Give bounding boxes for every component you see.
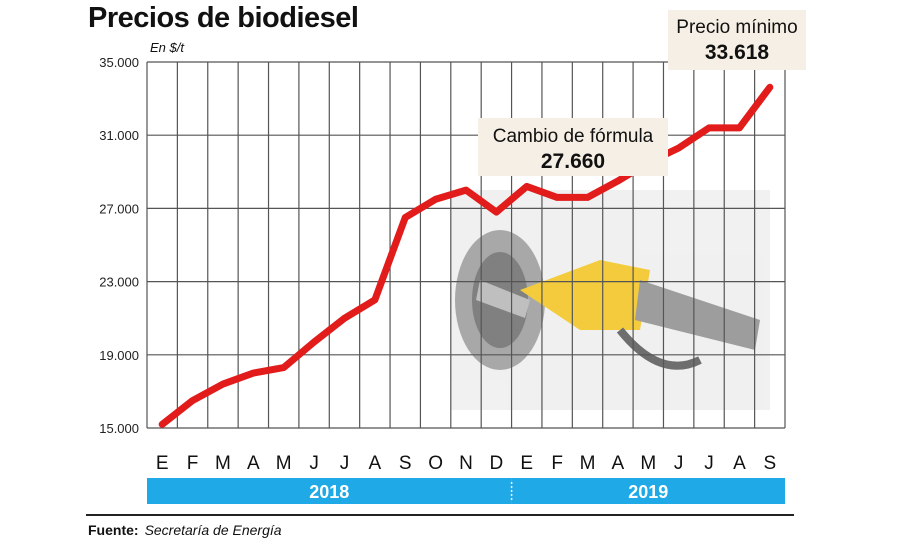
- annotation-box-formula-change: [478, 118, 668, 176]
- data-point: [493, 208, 500, 216]
- x-tick-label: J: [340, 453, 350, 474]
- chart-grid: [146, 61, 786, 429]
- data-point: [462, 186, 470, 194]
- x-tick-label: S: [763, 453, 776, 474]
- price-series: [158, 83, 774, 428]
- data-point: [371, 296, 379, 304]
- x-tick-label: O: [428, 453, 443, 474]
- data-point: [250, 369, 257, 377]
- y-tick-label: 19.000: [99, 348, 139, 363]
- y-axis-ticks: 15.000 19.000 23.000 27.000 31.000 35.000: [99, 55, 139, 436]
- data-point: [614, 177, 622, 185]
- x-tick-label: E: [156, 453, 169, 474]
- data-point: [158, 421, 166, 428]
- data-point: [523, 183, 530, 190]
- data-point: [675, 144, 682, 152]
- fuel-nozzle-illustration: [450, 190, 770, 410]
- year-band-segment: [511, 478, 785, 504]
- data-point: [310, 338, 318, 346]
- x-tick-label: A: [612, 453, 625, 474]
- y-tick-label: 23.000: [99, 275, 139, 290]
- y-tick-label: 31.000: [99, 128, 139, 143]
- nozzle-hose: [635, 280, 760, 350]
- x-tick-label: M: [215, 453, 231, 474]
- x-tick-label: A: [369, 453, 382, 474]
- x-tick-label: F: [187, 453, 199, 474]
- year-band: 2018 2019: [147, 478, 785, 504]
- footer-rule: [86, 514, 794, 516]
- year-band-segment: [147, 478, 512, 504]
- data-point: [553, 194, 561, 201]
- y-tick-label: 35.000: [99, 55, 139, 70]
- annotation-value-min-price: 33.618: [705, 41, 770, 64]
- nozzle-trigger: [616, 327, 702, 370]
- x-tick-label: J: [704, 453, 714, 474]
- annotation-label-formula-change: Cambio de fórmula: [493, 126, 654, 147]
- data-point: [341, 315, 348, 322]
- x-tick-label: N: [459, 453, 473, 474]
- annotation-box-min-price: [668, 10, 806, 70]
- x-tick-label: A: [733, 453, 746, 474]
- source-text: Secretaría de Energía: [144, 522, 282, 538]
- y-tick-label: 27.000: [99, 201, 139, 216]
- source-label: Fuente:: [88, 522, 139, 538]
- x-tick-label: M: [276, 453, 292, 474]
- data-point: [766, 84, 774, 91]
- x-tick-label: F: [551, 453, 563, 474]
- year-label: 2018: [309, 482, 349, 502]
- y-axis-unit-label: En $/t: [150, 40, 184, 55]
- data-point: [189, 397, 196, 404]
- data-point: [736, 124, 743, 132]
- nozzle-spout: [476, 280, 530, 318]
- chart-title: Precios de biodiesel: [88, 2, 359, 34]
- data-point: [705, 124, 713, 132]
- x-tick-label: J: [674, 453, 684, 474]
- annotation-value-formula-change: 27.660: [541, 150, 605, 173]
- x-tick-label: S: [399, 453, 412, 474]
- data-point: [402, 214, 409, 221]
- x-tick-label: A: [247, 453, 260, 474]
- year-label: 2019: [628, 482, 668, 502]
- x-tick-label: M: [580, 453, 596, 474]
- chart-annotations: Cambio de fórmula 27.660 Precio mínimo 33.6…: [478, 10, 806, 176]
- data-point: [584, 194, 591, 201]
- data-point: [280, 364, 287, 371]
- x-tick-label: J: [309, 453, 319, 474]
- x-tick-label: E: [520, 453, 533, 474]
- y-tick-label: 15.000: [99, 421, 139, 436]
- annotation-label-min-price: Precio mínimo: [676, 17, 797, 38]
- nozzle-handle: [520, 260, 650, 330]
- x-tick-label: M: [640, 453, 656, 474]
- x-tick-label: D: [490, 453, 504, 474]
- data-point: [219, 380, 227, 388]
- data-point: [432, 196, 439, 203]
- source-note: Fuente: Secretaría de Energía: [88, 522, 282, 538]
